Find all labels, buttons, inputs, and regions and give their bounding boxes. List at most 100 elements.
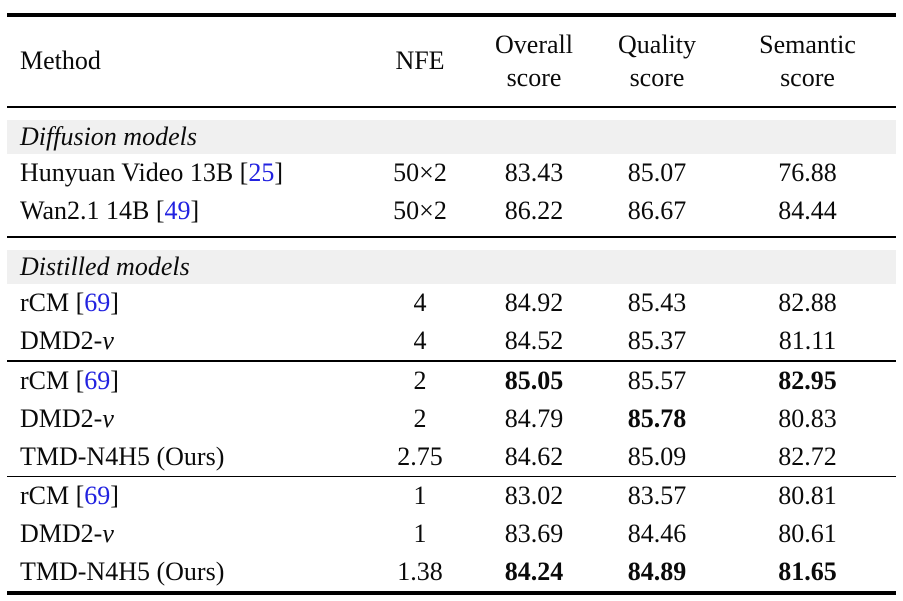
quality-score-cell: 86.67 xyxy=(627,196,687,225)
method-cell: DMD2-v [] xyxy=(7,400,367,438)
semantic-score-cell: 82.95 xyxy=(778,365,837,395)
citation-number[interactable]: 69 xyxy=(84,288,111,317)
overall-score-cell: 84.79 xyxy=(504,403,564,433)
quality-score-cell: 83.57 xyxy=(627,481,687,510)
quality-score-cell: 85.07 xyxy=(627,158,687,187)
method-name: rCM xyxy=(20,481,70,510)
citation-link[interactable]: [69] xyxy=(69,365,119,395)
results-table: Method NFE Overall score Quality score S… xyxy=(7,13,896,595)
overall-score-cell: 85.05 xyxy=(504,365,564,395)
overall-score-cell: 83.43 xyxy=(504,158,564,187)
overall-score-cell: 86.22 xyxy=(504,196,564,225)
top-rule xyxy=(7,13,896,17)
group-separator-rule xyxy=(7,475,896,477)
section-separator-rule xyxy=(7,236,896,238)
nfe-cell: 2.75 xyxy=(397,441,443,471)
citation-number[interactable]: 25 xyxy=(248,158,275,187)
header-rule xyxy=(7,106,896,108)
col-header-semantic-line2: score xyxy=(780,62,835,92)
section-title: Distilled models xyxy=(20,252,190,281)
quality-score-cell: 85.37 xyxy=(627,326,687,355)
semantic-score-cell: 82.72 xyxy=(778,441,837,471)
semantic-score-cell: 80.83 xyxy=(778,403,837,433)
quality-score-cell: 85.78 xyxy=(627,403,687,433)
citation-link[interactable]: [25] xyxy=(233,158,284,187)
table-row: Hunyuan Video 13B [25] 50×2 83.43 85.07 … xyxy=(7,154,896,192)
citation-number[interactable]: 69 xyxy=(84,365,111,395)
overall-score-cell: 84.92 xyxy=(504,288,564,317)
quality-score-cell: 84.89 xyxy=(627,557,687,586)
nfe-cell: 4 xyxy=(413,288,427,317)
nfe-cell: 1 xyxy=(413,519,427,548)
overall-score-cell: 84.52 xyxy=(504,326,564,355)
overall-score-cell: 84.24 xyxy=(504,557,564,586)
method-name: DMD2- xyxy=(20,519,103,548)
table-row: TMD-N4H5 (Ours) [] 1.38 84.24 84.89 81.6… xyxy=(7,553,896,591)
nfe-cell: 2 xyxy=(413,365,427,395)
quality-score-cell: 85.43 xyxy=(627,288,687,317)
method-cell: rCM [69] xyxy=(7,362,367,400)
nfe-cell: 2 xyxy=(413,403,427,433)
nfe-cell: 1 xyxy=(413,481,427,510)
table-body: Diffusion models Hunyuan Video 13B [25] … xyxy=(7,108,896,595)
method-name: Hunyuan Video 13B xyxy=(20,158,234,187)
quality-score-cell: 85.09 xyxy=(627,441,687,471)
semantic-score-cell: 82.88 xyxy=(778,288,837,317)
method-name: rCM xyxy=(20,365,70,395)
method-name: DMD2- xyxy=(20,403,103,433)
table-row: rCM [69] 4 84.92 85.43 82.88 xyxy=(7,284,896,322)
overall-score-cell: 83.02 xyxy=(504,481,564,510)
section-title: Diffusion models xyxy=(20,122,197,151)
col-header-overall-line1: Overall xyxy=(495,30,573,59)
semantic-score-cell: 80.61 xyxy=(778,519,837,548)
table-row: Wan2.1 14B [49] 50×2 86.22 86.67 84.44 xyxy=(7,192,896,230)
citation-link[interactable]: [69] xyxy=(69,288,119,317)
table-row: rCM [69] 1 83.02 83.57 80.81 xyxy=(7,477,896,515)
citation-link[interactable]: [49] xyxy=(149,196,200,225)
bottom-rule xyxy=(7,591,896,595)
method-cell: DMD2-v [] xyxy=(7,322,367,360)
method-variant-italic: v xyxy=(102,519,114,548)
method-cell: Wan2.1 14B [49] xyxy=(7,192,367,230)
col-header-quality-line1: Quality xyxy=(618,30,696,59)
col-header-overall-line2: score xyxy=(506,62,562,92)
col-header-nfe: NFE xyxy=(395,46,445,76)
method-variant-italic: v xyxy=(102,403,114,433)
method-cell: DMD2-v [] xyxy=(7,515,367,553)
col-header-overall-score: Overall score xyxy=(473,29,595,94)
col-header-quality-score: Quality score xyxy=(595,29,719,94)
nfe-cell: 1.38 xyxy=(397,557,443,586)
method-cell: TMD-N4H5 (Ours) [] xyxy=(7,553,367,591)
spacer xyxy=(7,108,896,120)
method-name: TMD-N4H5 (Ours) xyxy=(20,557,225,586)
semantic-score-cell: 84.44 xyxy=(778,196,837,225)
method-name: TMD-N4H5 (Ours) xyxy=(20,441,225,471)
col-header-semantic-score: Semantic score xyxy=(719,29,896,94)
method-name: Wan2.1 14B xyxy=(20,196,150,225)
citation-number[interactable]: 69 xyxy=(84,481,111,510)
col-header-method: Method xyxy=(20,46,101,76)
section-header-band: Diffusion models xyxy=(7,120,896,154)
col-header-quality-line2: score xyxy=(629,62,685,92)
table-header: Method NFE Overall score Quality score S… xyxy=(7,17,896,106)
table-row: TMD-N4H5 (Ours) [] 2.75 84.62 85.09 82.7… xyxy=(7,438,896,476)
group-separator-rule xyxy=(7,360,896,362)
citation-number[interactable]: 49 xyxy=(164,196,191,225)
table-row: rCM [69] 2 85.05 85.57 82.95 xyxy=(7,362,896,400)
semantic-score-cell: 81.65 xyxy=(778,557,837,586)
table-row: DMD2-v [] 1 83.69 84.46 80.61 xyxy=(7,515,896,553)
section-header-band: Distilled models xyxy=(7,250,896,284)
overall-score-cell: 84.62 xyxy=(504,441,564,471)
method-cell: Hunyuan Video 13B [25] xyxy=(7,154,367,192)
nfe-cell: 50×2 xyxy=(393,158,447,187)
quality-score-cell: 85.57 xyxy=(627,365,687,395)
overall-score-cell: 83.69 xyxy=(504,519,564,548)
nfe-cell: 50×2 xyxy=(393,196,447,225)
citation-link[interactable]: [69] xyxy=(69,481,119,510)
method-name: DMD2- xyxy=(20,326,103,355)
col-header-semantic-line1: Semantic xyxy=(759,30,856,59)
spacer xyxy=(7,238,896,250)
method-cell: rCM [69] xyxy=(7,284,367,322)
table-row: DMD2-v [] 2 84.79 85.78 80.83 xyxy=(7,400,896,438)
